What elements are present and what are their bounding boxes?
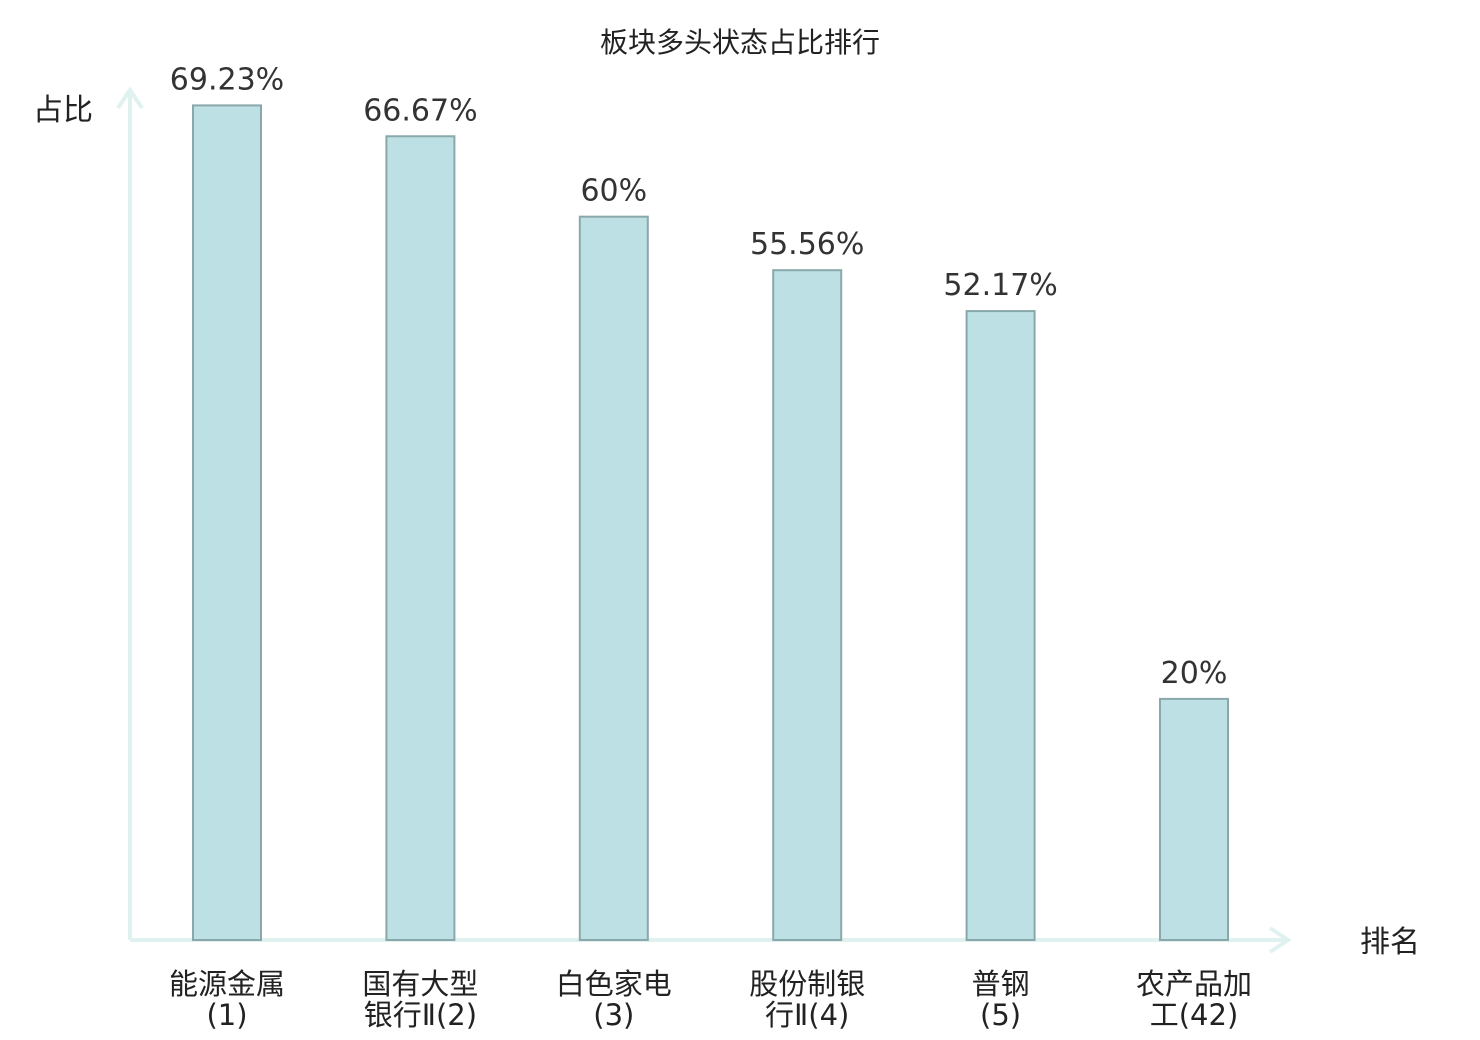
- x-axis-arrow-icon: [1268, 926, 1292, 954]
- bar: [578, 215, 649, 941]
- y-axis-label: 占比: [33, 93, 93, 128]
- bar: [192, 104, 262, 942]
- axes: [116, 86, 1292, 954]
- bar: [965, 310, 1036, 942]
- bar: [772, 269, 843, 941]
- category-tick-label: 银行Ⅱ(2): [364, 998, 477, 1032]
- x-axis-label: 排名: [1360, 925, 1420, 960]
- bar-value-label: 69.23%: [170, 62, 284, 97]
- value-labels: 69.23% 66.67% 60% 55.56% 52.17% 20%: [170, 62, 1228, 690]
- category-tick-label: 普钢: [972, 967, 1030, 1001]
- category-tick-label: (5): [980, 998, 1021, 1032]
- bar-value-label: 66.67%: [363, 93, 477, 128]
- bar: [385, 135, 456, 941]
- bar: [1159, 697, 1229, 942]
- category-tick-label: 行Ⅱ(4): [765, 998, 849, 1032]
- y-axis-arrow-icon: [116, 86, 144, 110]
- bar-value-label: 55.56%: [750, 227, 864, 262]
- category-tick-label: 工(42): [1150, 998, 1239, 1032]
- category-tick-label: 白色家电: [556, 967, 672, 1001]
- bar-value-label: 52.17%: [943, 268, 1057, 303]
- bar-value-label: 20%: [1161, 656, 1228, 691]
- category-tick-label: (3): [593, 998, 634, 1032]
- category-tick-label: 农产品加: [1136, 967, 1252, 1001]
- category-tick-label: 能源金属: [169, 967, 285, 1001]
- chart-title: 板块多头状态占比排行: [600, 26, 880, 59]
- category-tick-label: 股份制银: [749, 967, 865, 1001]
- bars: [192, 104, 1229, 942]
- category-tick-label: 国有大型: [362, 967, 478, 1001]
- bar-value-label: 60%: [580, 174, 647, 209]
- category-tick-label: (1): [206, 998, 247, 1032]
